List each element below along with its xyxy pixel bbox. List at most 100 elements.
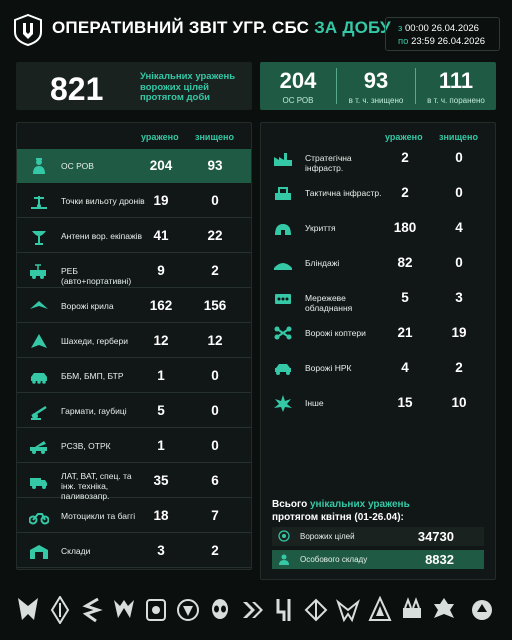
date-range-box: з 00:00 26.04.2026 по 23:59 26.04.2026 <box>385 17 500 51</box>
stats-row-label: Стратегічна інфрастр. <box>305 153 352 173</box>
personnel-icon <box>279 554 289 565</box>
stats-row-hit-value: 2 <box>401 185 409 200</box>
stats-row-hit-value: 4 <box>401 360 409 375</box>
month-total-personnel-label: Особового складу <box>300 555 368 564</box>
date-to: 23:59 26.04.2026 <box>411 36 486 47</box>
stats-row-label: Склади <box>61 546 91 556</box>
left-stats-panel: уражено знищено ОС РОВ 204 93 Точки вильоту… <box>16 122 252 570</box>
network-equipment-icon <box>275 294 291 304</box>
title-accent: ЗА ДОБУ <box>314 18 391 37</box>
unit-emblem-icon <box>276 599 291 621</box>
stats-row-hit-value: 82 <box>397 255 413 270</box>
unit-emblem-icon <box>114 600 134 618</box>
truck-icon <box>30 478 47 489</box>
stats-row-label: ББМ, БМП, БТР <box>61 371 124 381</box>
unit-emblem-icon <box>472 600 492 620</box>
totals-accent: унікальних уражень <box>309 499 410 510</box>
stats-row-label: Ворожі коптери <box>305 328 366 338</box>
personnel-killed-label: в т. ч. знищено <box>348 96 404 105</box>
stats-row: Мережеве обладнання 5 3 <box>261 281 495 315</box>
stats-row-label: Ворожі НРК <box>305 363 352 373</box>
unit-emblem-icon <box>304 598 328 622</box>
tactical-infra-icon <box>275 187 291 200</box>
stats-row-label: Ворожі крила <box>61 301 114 311</box>
report-header: ОПЕРАТИВНИЙ ЗВІТ УГР. СБС ЗА ДОБУ з 00:0… <box>0 0 512 60</box>
stats-row-destroyed-value: 0 <box>211 368 219 383</box>
summary-divider <box>336 68 337 104</box>
unit-emblem-icon <box>336 599 360 623</box>
howitzer-icon <box>31 405 47 420</box>
stats-row-destroyed-value: 0 <box>455 255 463 270</box>
stats-row-hit-value: 180 <box>393 220 417 235</box>
stats-row-destroyed-value: 0 <box>455 150 463 165</box>
stats-row: Шахеди, гербери 12 12 <box>17 324 251 358</box>
stats-row-hit-value: 1 <box>157 368 165 383</box>
stats-row-label: Гармати, гаубиці <box>61 406 127 416</box>
stats-row-hit-value: 5 <box>401 290 409 305</box>
unit-emblems-footer <box>0 594 512 630</box>
stats-row: Ворожі коптери 21 19 <box>261 316 495 350</box>
month-total-targets-label: Ворожих цілей <box>300 532 355 541</box>
month-totals-heading: Всього унікальних уражень протягом квітн… <box>272 498 410 524</box>
factory-icon <box>274 153 292 166</box>
totals-period: протягом квітня (01-26.04): <box>272 512 404 523</box>
unique-hits-caption: Унікальних уражень ворожих цілей протяго… <box>140 71 236 103</box>
date-to-label: по <box>398 36 409 47</box>
unit-emblem-icon <box>243 602 263 618</box>
right-stats-panel: уражено знищено Стратегічна інфрастр. 2 0 Т… <box>260 122 496 580</box>
stats-row-hit-value: 1 <box>157 438 165 453</box>
stats-row-destroyed-value: 3 <box>455 290 463 305</box>
stats-row-destroyed-value: 0 <box>211 438 219 453</box>
stats-row-destroyed-value: 7 <box>211 508 219 523</box>
dugout-icon <box>274 263 292 270</box>
unit-emblem-icon <box>50 596 70 624</box>
stats-row: Точки вильоту дронів 19 0 <box>17 184 251 218</box>
column-header-hit: уражено <box>141 132 179 142</box>
stats-row-label: Антени вор. екіпажів <box>61 231 143 241</box>
personnel-killed-cell: 93 в т. ч. знищено <box>337 62 415 110</box>
stats-row: Антени вор. екіпажів 41 22 <box>17 219 251 253</box>
shelter-icon <box>275 224 291 235</box>
stats-row-label: Тактична інфрастр. <box>305 188 382 198</box>
unit-emblem-icon <box>18 598 38 620</box>
unit-emblem-icon <box>177 599 199 621</box>
stats-row-hit-value: 204 <box>149 158 173 173</box>
apc-icon <box>31 373 47 384</box>
stats-row-destroyed-value: 93 <box>207 158 223 173</box>
unique-hits-summary: 821 Унікальних уражень ворожих цілей про… <box>16 62 252 110</box>
unit-emblem-icon <box>368 596 392 621</box>
stats-row-hit-value: 15 <box>397 395 413 410</box>
stats-row-label: РЕБ (авто+портативні) <box>61 266 132 286</box>
antenna-icon <box>32 231 46 245</box>
stats-row-destroyed-value: 22 <box>207 228 223 243</box>
column-header-hit: уражено <box>385 132 423 142</box>
stats-row-hit-value: 19 <box>153 193 169 208</box>
stats-row: ОС РОВ 204 93 <box>17 149 251 183</box>
personnel-summary: 204 ОС РОВ 93 в т. ч. знищено 111 в т. ч… <box>260 62 496 110</box>
personnel-total-label: ОС РОВ <box>282 96 314 105</box>
stats-row-destroyed-value: 10 <box>451 395 467 410</box>
personnel-total-cell: 204 ОС РОВ <box>260 62 336 110</box>
stats-row-hit-value: 9 <box>157 263 165 278</box>
personnel-wounded-cell: 111 в т. ч. поранено <box>416 62 496 110</box>
stats-row-label: Бліндажі <box>305 258 340 268</box>
stats-row-hit-value: 12 <box>153 333 169 348</box>
personnel-killed-value: 93 <box>363 68 389 93</box>
stats-row-hit-value: 18 <box>153 508 169 523</box>
stats-row-label: ОС РОВ <box>61 161 94 171</box>
stats-row: РСЗВ, ОТРК 1 0 <box>17 429 251 463</box>
stats-row: Стратегічна інфрастр. 2 0 <box>261 141 495 175</box>
sbs-shield-logo-icon <box>14 14 42 46</box>
stats-row: Ворожі крила 162 156 <box>17 289 251 323</box>
stats-row-label: ЛАТ, ВАТ, спец. та інж. техніка, паливоз… <box>61 471 132 501</box>
stats-row-hit-value: 35 <box>153 473 169 488</box>
stats-row: Укриття 180 4 <box>261 211 495 245</box>
warehouse-icon <box>30 545 48 559</box>
ew-vehicle-icon <box>30 264 46 279</box>
stats-row-hit-value: 21 <box>397 325 413 340</box>
unit-emblem-icon <box>403 597 421 618</box>
stats-row: ББМ, БМП, БТР 1 0 <box>17 359 251 393</box>
stats-row: Ворожі НРК 4 2 <box>261 351 495 385</box>
motorcycle-icon <box>29 513 49 525</box>
stats-row-hit-value: 3 <box>157 543 165 558</box>
